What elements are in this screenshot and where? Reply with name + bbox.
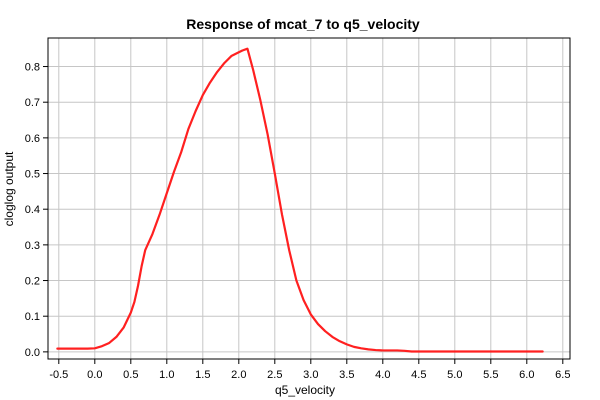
y-tick-label: 0.7: [25, 97, 40, 109]
series: [56, 47, 544, 353]
y-tick-label: 0.2: [25, 276, 40, 288]
y-tick-label: 0.4: [25, 204, 40, 216]
x-tick-label: 0.0: [87, 369, 102, 381]
x-tick-label: -0.5: [49, 369, 68, 381]
x-tick-label: 2.0: [231, 369, 246, 381]
grid: [48, 38, 570, 359]
y-tick-label: 0.6: [25, 133, 40, 145]
x-tick-label: 5.0: [447, 369, 462, 381]
y-axis-label: cloglog output: [2, 151, 16, 226]
x-tick-label: 1.0: [159, 369, 174, 381]
x-tick-label: 6.0: [519, 369, 534, 381]
y-tick-label: 0.3: [25, 240, 40, 252]
tick-labels: -0.5 0.0 0.5 1.0 1.5 2.0 2.5 3.0 3.5 4.0 4.5 5.0 5.5…: [25, 62, 571, 381]
axes: [43, 37, 571, 364]
x-axis-label: q5_velocity: [275, 383, 335, 397]
x-tick-label: 5.5: [483, 369, 498, 381]
x-tick-label: 3.5: [339, 369, 354, 381]
y-tick-label: 0.1: [25, 311, 40, 323]
x-tick-label: 1.5: [195, 369, 210, 381]
y-tick-label: 0.0: [25, 347, 40, 359]
y-tick-label: 0.8: [25, 62, 40, 74]
chart-title: Response of mcat_7 to q5_velocity: [186, 16, 420, 32]
x-tick-label: 6.5: [555, 369, 570, 381]
y-tick-label: 0.5: [25, 169, 40, 181]
x-tick-label: 4.5: [411, 369, 426, 381]
x-tick-label: 3.0: [303, 369, 318, 381]
x-tick-label: 0.5: [123, 369, 138, 381]
x-tick-label: 2.5: [267, 369, 282, 381]
response-curve: [56, 47, 544, 353]
x-tick-label: 4.0: [375, 369, 390, 381]
plot-frame: [47, 37, 571, 360]
